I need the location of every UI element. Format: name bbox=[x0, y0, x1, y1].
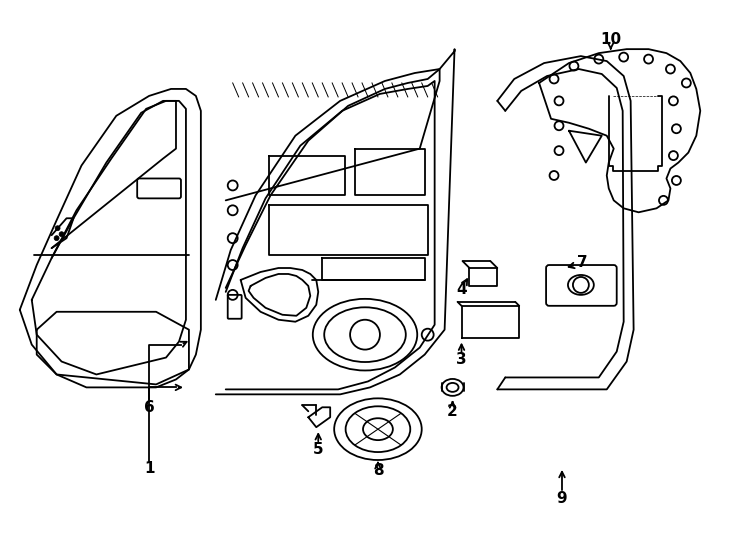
Text: 8: 8 bbox=[373, 463, 383, 478]
Text: 1: 1 bbox=[144, 462, 154, 476]
Text: 10: 10 bbox=[600, 32, 621, 46]
Text: 9: 9 bbox=[556, 491, 567, 507]
Text: 5: 5 bbox=[313, 442, 324, 457]
Text: 4: 4 bbox=[457, 282, 467, 298]
Circle shape bbox=[59, 232, 64, 237]
Text: 6: 6 bbox=[144, 400, 154, 415]
Text: 7: 7 bbox=[577, 254, 587, 269]
Text: 2: 2 bbox=[447, 404, 458, 418]
Circle shape bbox=[54, 235, 59, 241]
Text: 3: 3 bbox=[457, 352, 467, 367]
Circle shape bbox=[55, 226, 60, 231]
